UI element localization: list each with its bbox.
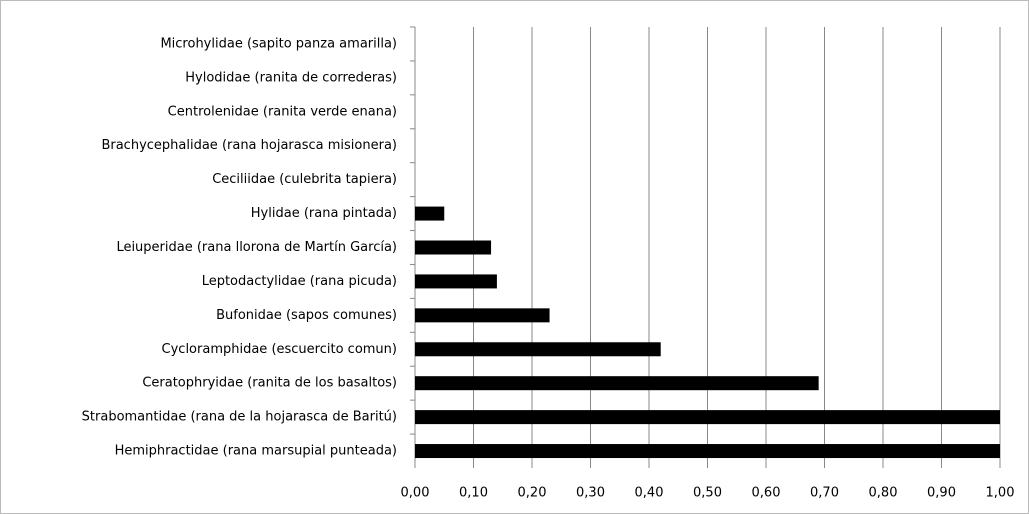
y-tick-label: Hylidae (rana pintada) [251,206,397,221]
bar [415,410,1000,425]
y-tick-label: Bufonidae (sapos comunes) [216,308,397,323]
y-tick-label: Hylodidae (ranita de correderas) [185,70,397,85]
x-tick-label: 0,20 [518,486,547,501]
x-tick-label: 0,90 [927,486,956,501]
y-tick-label: Ceciliidae (culebrita tapiera) [212,172,397,187]
y-tick-label: Brachycephalidae (rana hojarasca misione… [101,138,397,153]
y-tick-label: Strabomantidae (rana de la hojarasca de … [82,410,397,425]
y-tick-label: Leiuperidae (rana llorona de Martín Garc… [116,240,397,255]
x-tick-label: 0,40 [635,486,664,501]
x-tick-label: 0,30 [576,486,605,501]
y-tick-label: Centrolenidae (ranita verde enana) [168,104,397,119]
bar [415,240,492,255]
bar [415,376,819,391]
bar [415,274,497,289]
y-tick-label: Ceratophryidae (ranita de los basaltos) [142,376,397,391]
x-tick-label: 0,00 [401,486,430,501]
bar [415,308,550,323]
y-tick-label: Leptodactylidae (rana picuda) [202,274,397,289]
bar [415,206,445,221]
x-tick-label: 0,70 [810,486,839,501]
x-tick-label: 0,50 [693,486,722,501]
bar [415,444,1000,459]
x-tick-label: 0,10 [459,486,488,501]
x-tick-label: 1,00 [986,486,1015,501]
y-tick-label: Hemiphractidae (rana marsupial punteada) [115,444,397,459]
x-tick-label: 0,60 [752,486,781,501]
y-tick-label: Cycloramphidae (escuercito comun) [162,342,397,357]
x-tick-label: 0,80 [869,486,898,501]
bar [415,342,661,357]
y-tick-label: Microhylidae (sapito panza amarilla) [160,36,397,51]
